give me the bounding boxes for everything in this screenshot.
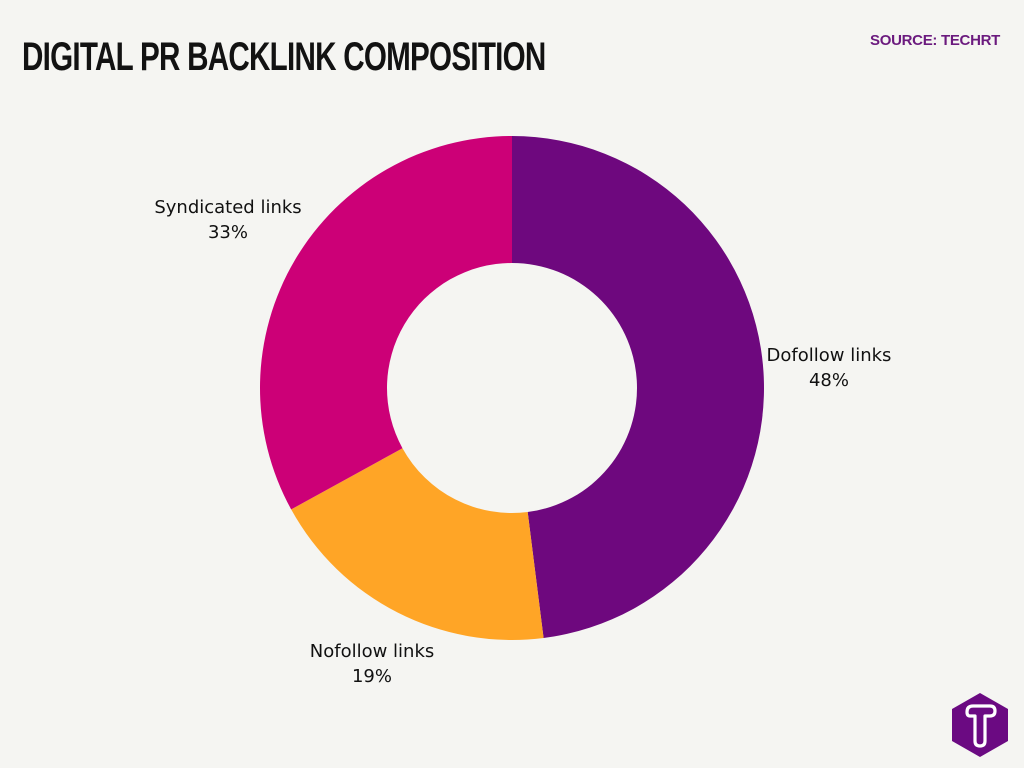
chart-title: DIGITAL PR BACKLINK COMPOSITION: [22, 35, 546, 79]
slice-label-value: 48%: [808, 370, 849, 391]
slice-nofollow: [291, 448, 544, 640]
techrt-logo-icon: [952, 693, 1008, 757]
slice-label-name: Nofollow links: [309, 641, 435, 662]
slice-label-dofollow: Dofollow links 48%: [767, 343, 892, 393]
slice-syndicated: [260, 136, 512, 510]
slice-dofollow: [512, 136, 764, 639]
slice-label-name: Syndicated links: [154, 197, 302, 218]
slice-label-name: Dofollow links: [766, 345, 892, 366]
source-credit: SOURCE: TECHRT: [870, 32, 1000, 49]
slice-label-value: 19%: [351, 666, 392, 687]
slice-label-syndicated: Syndicated links 33%: [154, 195, 301, 245]
slice-label-nofollow: Nofollow links 19%: [310, 639, 435, 689]
slice-label-value: 33%: [207, 222, 248, 243]
